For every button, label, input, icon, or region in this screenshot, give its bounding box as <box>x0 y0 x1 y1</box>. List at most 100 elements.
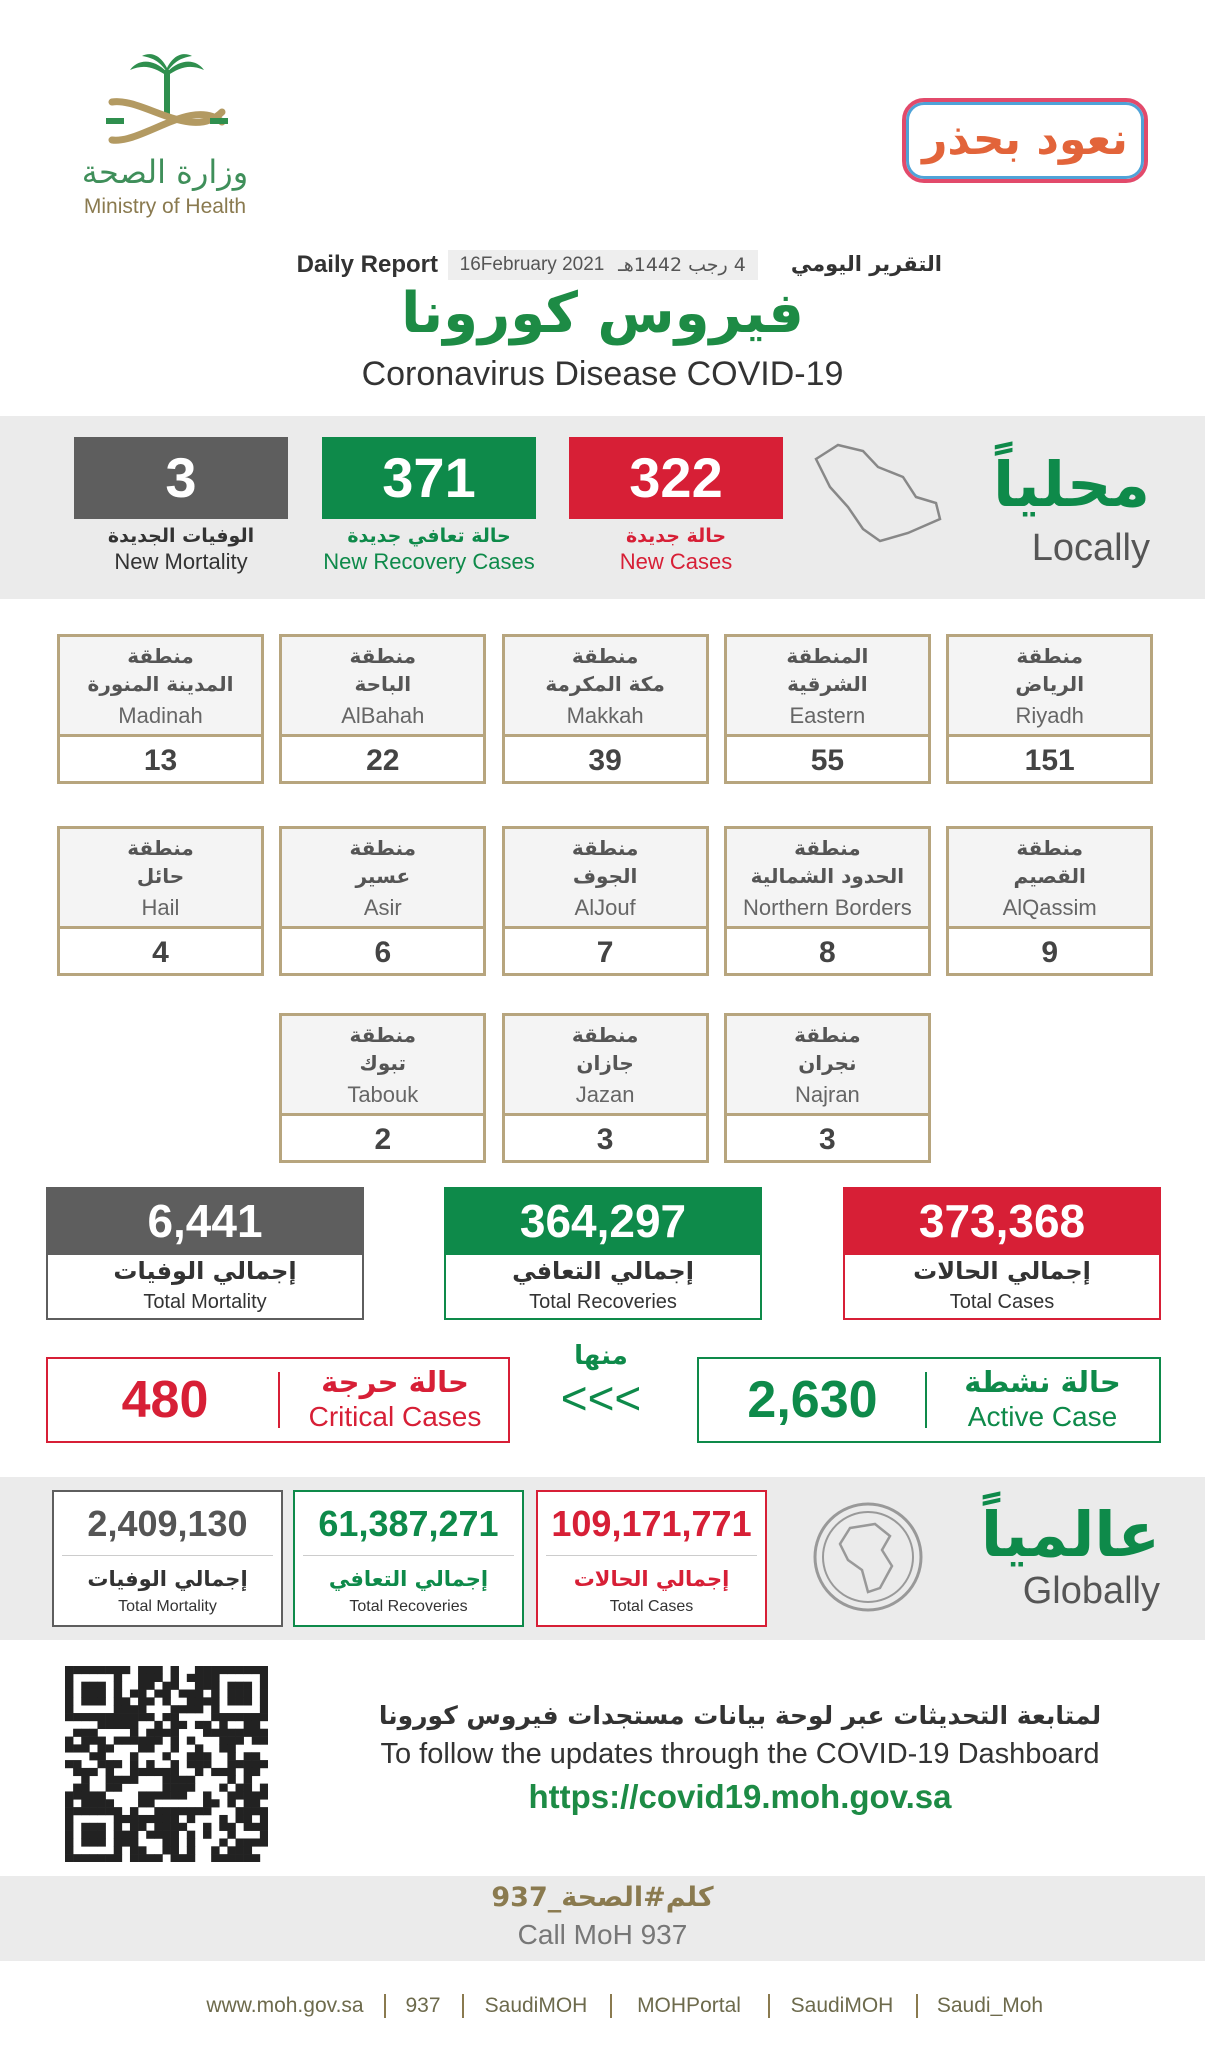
qr-cell <box>121 1838 131 1847</box>
region-prefix: منطقة <box>794 1023 861 1047</box>
qr-cell <box>129 1775 139 1784</box>
footer-separator <box>916 1994 918 2018</box>
qr-cell <box>243 1775 253 1784</box>
saudi-map <box>814 443 942 543</box>
qr-cell <box>259 1830 268 1839</box>
qr-cell <box>219 1728 228 1737</box>
dashboard-url: https://covid19.moh.gov.sa <box>528 1777 952 1815</box>
qr-cell <box>154 1728 163 1737</box>
qr-cell <box>113 1814 123 1824</box>
region-name-ar: جازان <box>576 1051 634 1075</box>
footer-separator <box>384 1994 386 2018</box>
qr-cell <box>138 1814 147 1824</box>
qr-cell <box>259 1713 268 1722</box>
qr-cell <box>194 1720 204 1730</box>
qr-cell <box>89 1854 98 1862</box>
region-value: 39 <box>588 744 622 777</box>
qr-cell <box>194 1744 204 1753</box>
qr-cell <box>162 1728 171 1737</box>
qr-cell <box>219 1720 228 1730</box>
qr-cell <box>259 1673 268 1682</box>
stat-value: 371 <box>382 445 476 509</box>
region-prefix: منطقة <box>127 836 194 860</box>
date-hijri: 4 رجب 1442هـ <box>618 253 746 276</box>
qr-cell <box>227 1760 236 1769</box>
qr-cell <box>243 1846 253 1855</box>
qr-cell <box>243 1760 253 1769</box>
qr-cell <box>73 1728 82 1737</box>
qr-cell <box>65 1830 74 1839</box>
qr-cell <box>154 1666 163 1675</box>
region-name-en: Northern Borders <box>743 894 912 920</box>
qr-cell <box>138 1681 147 1690</box>
total-value: 373,368 <box>918 1194 1086 1247</box>
footer-link: 937 <box>405 1994 441 2018</box>
qr-cell <box>235 1697 244 1706</box>
qr-cell <box>235 1791 244 1800</box>
qr-cell <box>243 1799 253 1808</box>
qr-cell <box>81 1713 90 1722</box>
stat-box <box>569 437 783 519</box>
qr-cell <box>138 1697 147 1706</box>
qr-cell <box>243 1681 253 1690</box>
qr-cell <box>259 1814 268 1824</box>
region-name-ar: تبوك <box>359 1051 407 1075</box>
qr-cell <box>219 1666 228 1675</box>
qr-cell <box>81 1689 90 1698</box>
qr-cell <box>243 1728 253 1737</box>
qr-cell <box>129 1705 139 1714</box>
region-prefix: منطقة <box>571 644 639 668</box>
qr-cell <box>186 1705 196 1714</box>
qr-cell <box>97 1697 106 1706</box>
qr-cell <box>89 1666 98 1675</box>
region-header <box>282 829 484 926</box>
qr-cell <box>162 1807 171 1816</box>
qr-cell <box>81 1854 90 1862</box>
global-value: 109,171,771 <box>551 1502 752 1544</box>
qr-cell <box>227 1752 236 1761</box>
qr-cell <box>89 1728 98 1737</box>
qr-cell <box>113 1681 123 1690</box>
qr-cell <box>243 1814 253 1824</box>
qr-cell <box>113 1697 123 1706</box>
qr-cell <box>65 1713 74 1722</box>
qr-cell <box>121 1705 131 1714</box>
qr-cell <box>146 1697 155 1706</box>
stat-label-en: New Recovery Cases <box>323 548 535 574</box>
qr-cell <box>73 1807 82 1816</box>
qr-cell <box>146 1736 155 1745</box>
qr-cell <box>227 1744 236 1753</box>
globally-title-ar: عالمياً <box>980 1497 1160 1571</box>
qr-cell <box>97 1681 106 1690</box>
qr-cell <box>211 1799 220 1808</box>
qr-cell <box>243 1854 253 1862</box>
qr-cell <box>235 1838 244 1847</box>
qr-cell <box>129 1838 139 1847</box>
qr-cell <box>113 1846 123 1855</box>
qr-cell <box>243 1713 253 1722</box>
qr-cell <box>73 1713 82 1722</box>
qr-cell <box>170 1713 179 1722</box>
qr-cell <box>105 1775 115 1784</box>
global-value: 61,387,271 <box>318 1502 499 1544</box>
qr-cell <box>146 1767 155 1777</box>
qr-cell <box>186 1736 196 1745</box>
qr-cell <box>121 1736 131 1745</box>
campaign-slogan: نعود بحذر <box>922 114 1128 166</box>
qr-cell <box>113 1705 123 1714</box>
qr-cell <box>89 1822 98 1831</box>
qr-cell <box>259 1783 268 1792</box>
qr-cell <box>146 1791 155 1800</box>
region-name-ar: عسير <box>355 864 411 888</box>
total-value: 364,297 <box>519 1194 687 1247</box>
qr-cell <box>170 1681 179 1690</box>
global-box <box>536 1490 767 1627</box>
qr-cell <box>170 1822 179 1831</box>
qr-cell <box>81 1744 90 1753</box>
qr-cell <box>170 1791 179 1800</box>
qr-cell <box>97 1799 106 1808</box>
qr-cell <box>65 1736 74 1745</box>
qr-cell <box>105 1799 115 1808</box>
region-header <box>726 1016 928 1113</box>
qr-cell <box>259 1666 268 1675</box>
